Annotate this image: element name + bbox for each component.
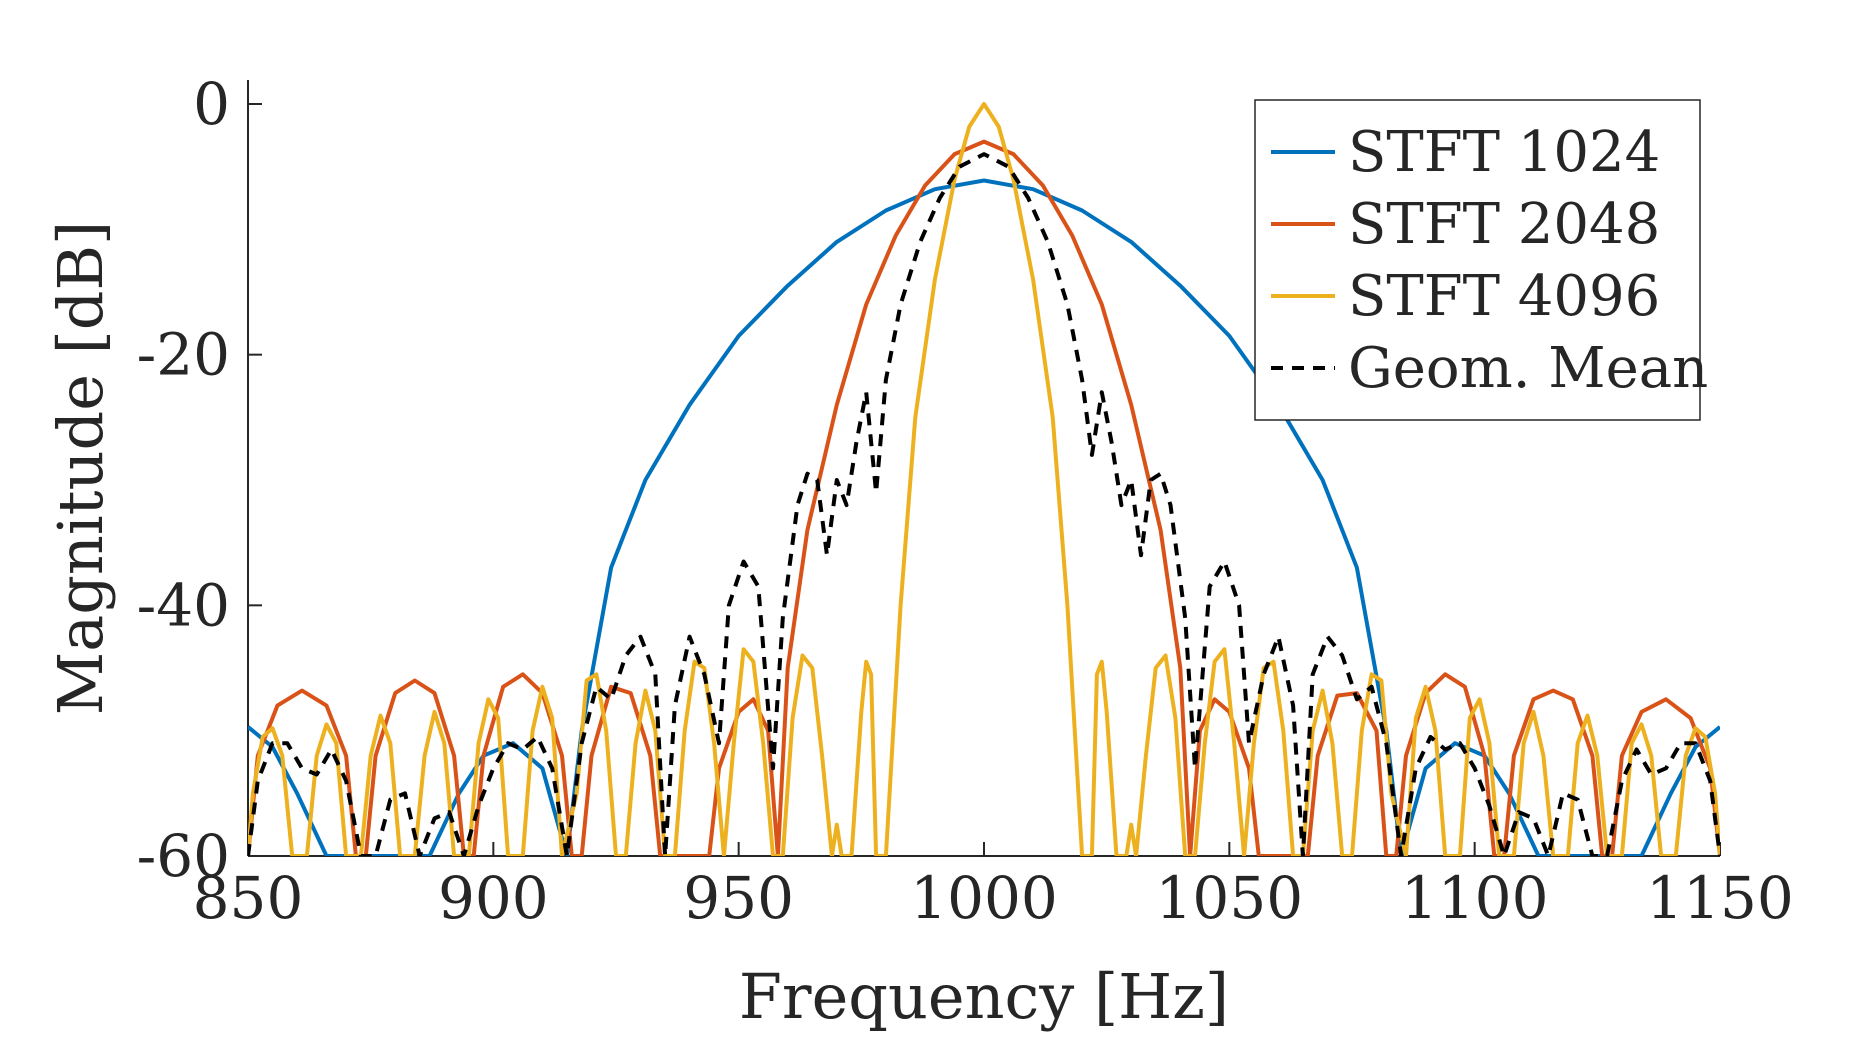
legend-label-2: STFT 2048	[1348, 192, 1660, 257]
legend-box	[1254, 99, 1701, 421]
y-axis-title: Magnitude [dB]	[44, 221, 117, 715]
legend-label-1: STFT 1024	[1348, 120, 1660, 185]
legend: STFT 1024 STFT 2048 STFT 4096 Geom. Mean	[1254, 99, 1708, 421]
y-tick-labels: 0 -20 -40 -60	[137, 70, 230, 890]
x-axis-title: Frequency [Hz]	[739, 960, 1229, 1033]
x-tick-labels: 850 900 950 1000 1050 1100 1150	[193, 864, 1794, 932]
legend-label-3: STFT 4096	[1348, 264, 1660, 329]
x-tick-label: 1050	[1156, 864, 1304, 932]
y-tick-label: -40	[137, 571, 230, 639]
x-tick-label: 900	[438, 864, 549, 932]
y-tick-label: -60	[137, 822, 230, 890]
series-lines	[248, 102, 1720, 856]
y-tick-label: 0	[193, 70, 230, 138]
x-tick-label: 950	[683, 864, 794, 932]
legend-label-4: Geom. Mean	[1348, 336, 1708, 401]
y-tick-label: -20	[137, 321, 230, 389]
x-tick-label: 850	[193, 864, 304, 932]
series-line-4	[248, 152, 1720, 856]
x-tick-label: 1150	[1646, 864, 1794, 932]
x-tick-label: 1100	[1401, 864, 1549, 932]
series-line-3	[248, 102, 1720, 856]
x-tick-label: 1000	[910, 864, 1058, 932]
series-line-2	[248, 139, 1720, 856]
